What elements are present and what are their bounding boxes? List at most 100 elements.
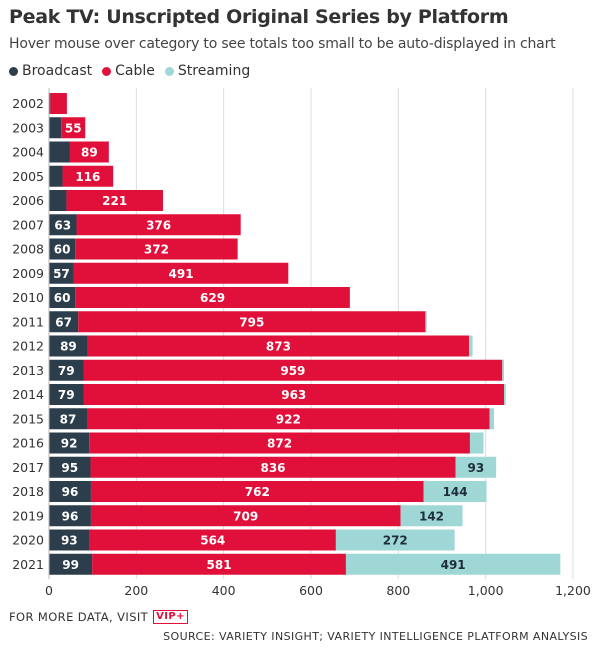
bar-broadcast[interactable] <box>49 190 67 211</box>
bar-cable[interactable] <box>83 359 503 381</box>
bar-cable[interactable] <box>69 141 109 163</box>
bar-broadcast[interactable] <box>49 214 77 236</box>
bar-broadcast[interactable] <box>49 481 91 502</box>
bar-streaming[interactable] <box>469 432 484 454</box>
data-label: 709 <box>233 509 258 523</box>
category-label: 2008 <box>12 242 44 257</box>
bar-cable[interactable] <box>87 335 470 357</box>
bar-broadcast[interactable] <box>49 335 88 357</box>
bar-broadcast[interactable] <box>49 432 90 454</box>
data-label: 93 <box>61 534 78 548</box>
bar-cable[interactable] <box>89 432 470 454</box>
bar-cable[interactable] <box>66 190 163 211</box>
bar-broadcast[interactable] <box>49 529 90 551</box>
bar-cable[interactable] <box>83 384 505 405</box>
data-label: 96 <box>62 485 79 499</box>
data-label: 836 <box>260 461 285 475</box>
bar-streaming[interactable] <box>423 481 487 502</box>
data-label: 491 <box>169 267 194 281</box>
bar-cable[interactable] <box>62 165 114 187</box>
category-label: 2006 <box>12 193 44 208</box>
bar-cable[interactable] <box>75 238 238 260</box>
bar-cable[interactable] <box>61 117 86 139</box>
category-label: 2004 <box>12 145 44 160</box>
bar-broadcast[interactable] <box>49 359 84 381</box>
bar-broadcast[interactable] <box>49 238 76 260</box>
bar-cable[interactable] <box>76 214 241 236</box>
category-label: 2002 <box>12 96 44 111</box>
data-label: 581 <box>207 558 232 572</box>
category-label: 2013 <box>12 363 44 378</box>
data-label: 142 <box>419 509 444 523</box>
bar-streaming[interactable] <box>502 359 505 381</box>
legend-item-broadcast[interactable]: Broadcast <box>9 63 92 79</box>
bar-cable[interactable] <box>90 481 424 502</box>
x-tick-label: 400 <box>212 583 236 598</box>
bar-cable[interactable] <box>92 553 346 575</box>
bar-streaming[interactable] <box>425 311 427 333</box>
bar-broadcast[interactable] <box>49 505 91 527</box>
data-label: 491 <box>441 558 466 572</box>
data-label: 221 <box>102 194 127 208</box>
legend-item-cable[interactable]: Cable <box>102 63 155 79</box>
data-label: 93 <box>467 461 484 475</box>
legend-label-broadcast: Broadcast <box>22 63 93 79</box>
bar-broadcast[interactable] <box>49 117 62 139</box>
data-label: 144 <box>443 485 468 499</box>
bar-cable[interactable] <box>75 287 350 308</box>
bar-broadcast[interactable] <box>49 311 79 333</box>
bar-broadcast[interactable] <box>49 93 51 114</box>
bar-cable[interactable] <box>89 529 336 551</box>
bar-broadcast[interactable] <box>49 553 93 575</box>
chart-subtitle: Hover mouse over category to see totals … <box>9 36 556 52</box>
category-label: 2020 <box>12 533 44 548</box>
bar-cable[interactable] <box>78 311 426 333</box>
data-label: 795 <box>239 315 264 329</box>
bar-streaming[interactable] <box>400 505 463 527</box>
data-label: 63 <box>54 218 71 232</box>
bar-broadcast[interactable] <box>49 384 84 405</box>
category-label: 2003 <box>12 120 44 135</box>
bar-streaming[interactable] <box>469 335 473 357</box>
data-label: 873 <box>266 340 291 354</box>
data-label: 762 <box>245 485 270 499</box>
category-label: 2018 <box>12 484 44 499</box>
category-label: 2021 <box>12 557 44 572</box>
legend-item-streaming[interactable]: Streaming <box>164 63 251 79</box>
category-label: 2005 <box>12 169 44 184</box>
vip-link[interactable]: VIP+ <box>153 610 188 624</box>
bar-broadcast[interactable] <box>49 141 70 163</box>
legend-dot-streaming <box>164 66 174 76</box>
bar-broadcast[interactable] <box>49 262 74 284</box>
bar-cable[interactable] <box>90 456 456 478</box>
bar-cable[interactable] <box>86 408 490 430</box>
legend-label-streaming: Streaming <box>177 63 251 79</box>
data-label: 60 <box>54 243 71 257</box>
bar-streaming[interactable] <box>504 384 506 405</box>
bar-streaming[interactable] <box>489 408 494 430</box>
category-label: 2010 <box>12 290 44 305</box>
data-label: 376 <box>146 218 171 232</box>
bar-cable[interactable] <box>50 93 67 114</box>
data-label: 95 <box>61 461 78 475</box>
bar-broadcast[interactable] <box>49 456 91 478</box>
x-tick-label: 0 <box>45 583 53 598</box>
data-label: 92 <box>61 437 78 451</box>
bar-streaming[interactable] <box>455 456 497 478</box>
category-label: 2016 <box>12 436 44 451</box>
bar-broadcast[interactable] <box>49 165 63 187</box>
category-label: 2012 <box>12 339 44 354</box>
bar-streaming[interactable] <box>335 529 455 551</box>
bar-cable[interactable] <box>73 262 289 284</box>
data-label: 272 <box>383 534 408 548</box>
data-label: 55 <box>65 121 82 135</box>
category-label: 2015 <box>12 411 44 426</box>
bar-streaming[interactable] <box>345 553 561 575</box>
data-label: 872 <box>267 437 292 451</box>
bar-broadcast[interactable] <box>49 408 87 430</box>
bar-cable[interactable] <box>90 505 401 527</box>
data-label: 87 <box>60 412 77 426</box>
bar-broadcast[interactable] <box>49 287 76 308</box>
chart-title: Peak TV: Unscripted Original Series by P… <box>9 6 509 28</box>
data-label: 89 <box>60 340 77 354</box>
